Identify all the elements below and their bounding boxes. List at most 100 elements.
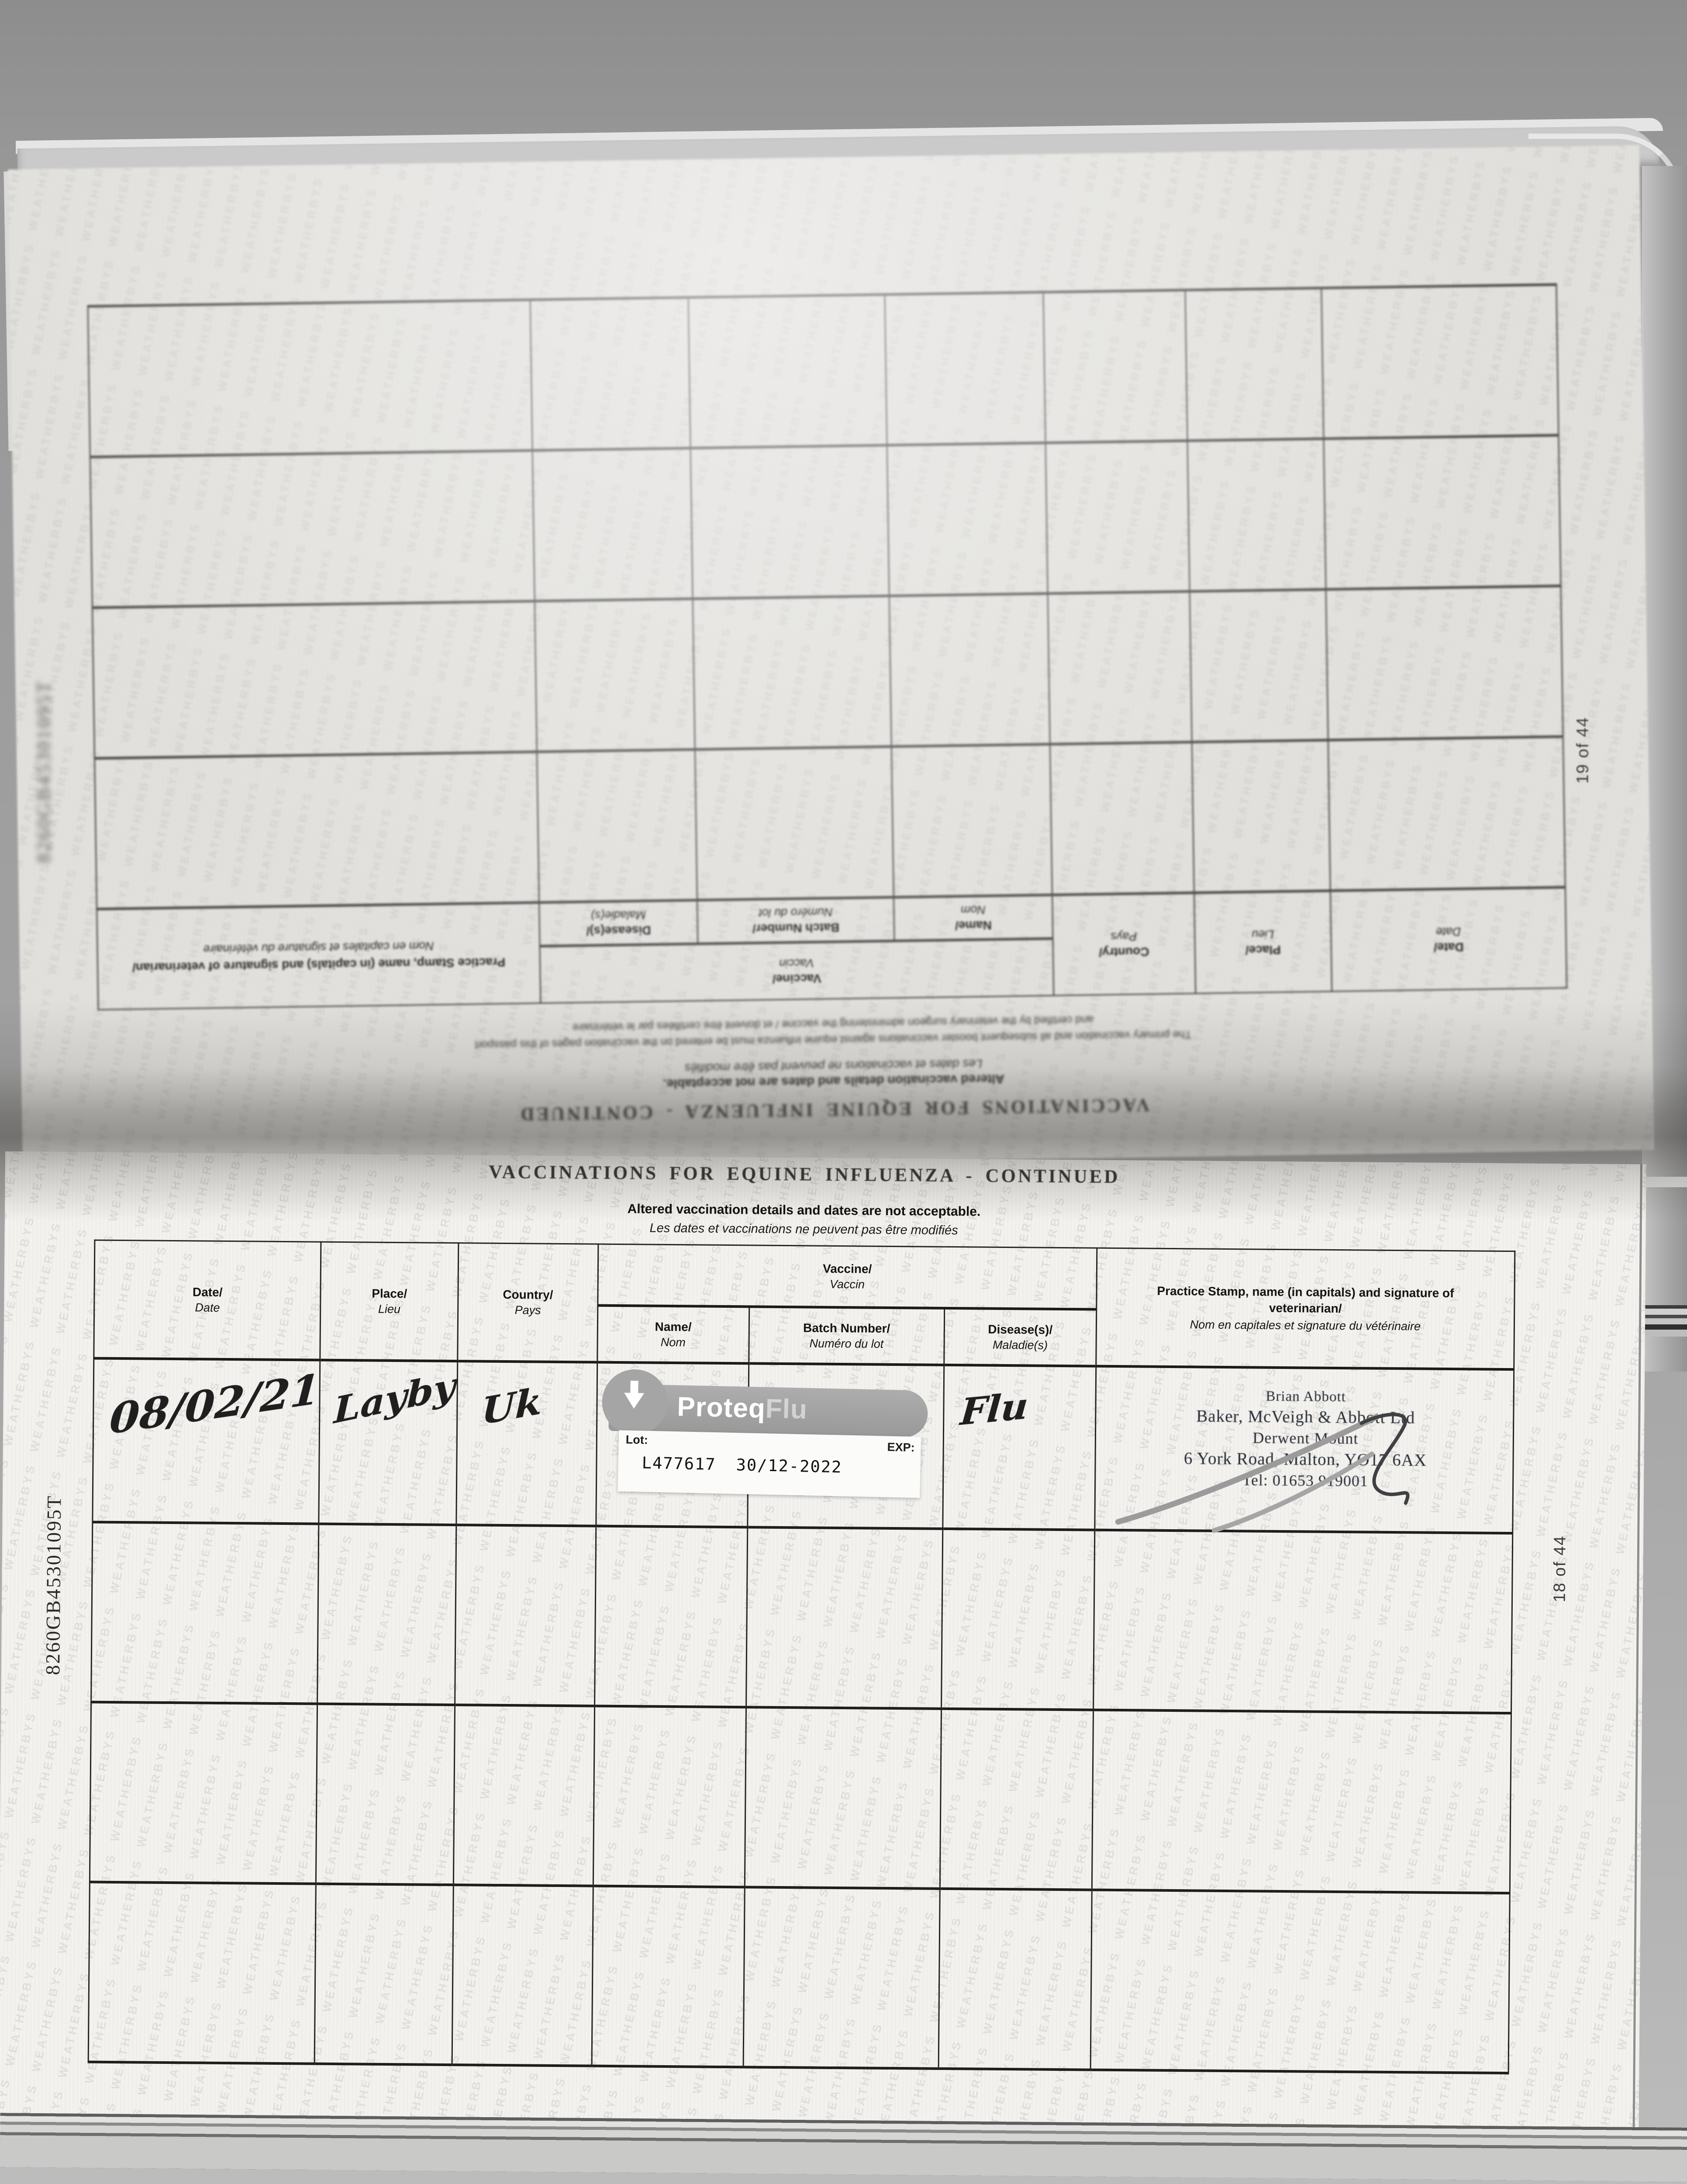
empty-cell [690, 445, 890, 599]
cover-right-band [1642, 166, 1687, 1372]
empty-cell [1323, 435, 1561, 590]
arrow-down-icon [624, 1393, 645, 1409]
page-19: WEATHERBYS WEATHERBYS WEATHERBYS WEATHER… [8, 145, 1654, 1174]
empty-cell [92, 601, 537, 759]
header-name: Name/ Nom [894, 895, 1053, 941]
header-batch: Batch Number/ Numéro du lot [697, 897, 894, 944]
empty-cell [938, 1888, 1092, 2070]
empty-cell [88, 1882, 316, 2064]
vaccination-table-page18: Date/ Date Place/ Lieu Country/ Pays Vac… [88, 1240, 1516, 2074]
brand-light: Flu [765, 1393, 808, 1425]
empty-cell [889, 594, 1050, 747]
lot-and-expiry-values: L477617 30/12-2022 [642, 1453, 842, 1476]
empty-cell [593, 1706, 746, 1887]
proteqflu-sticker: ProteqFlu Lot: EXP: L477617 30/12-2022 [601, 1368, 932, 1502]
empty-cell [90, 1702, 318, 1884]
header-practice-stamp: Practice Stamp, name (in capitals) and s… [97, 902, 541, 1010]
page-number: 19 of 44 [1573, 716, 1592, 784]
table-row [91, 1522, 1513, 1713]
empty-cell [1090, 1890, 1510, 2073]
empty-cell [591, 1886, 745, 2067]
empty-cell [532, 448, 693, 601]
empty-cell [693, 596, 892, 750]
passport-code-vertical: 8260GB45301095T [41, 1494, 66, 1676]
empty-cell [91, 1522, 319, 1704]
empty-cell [1185, 288, 1324, 441]
page-right-edge [1632, 1164, 1642, 2150]
brand-bold: Proteq [676, 1392, 766, 1424]
empty-cell [317, 1524, 456, 1705]
empty-cell [1045, 441, 1190, 594]
empty-cell [1326, 586, 1563, 740]
table-row [88, 1882, 1510, 2073]
empty-cell [884, 292, 1046, 446]
page-number: 18 of 44 [1550, 1535, 1570, 1603]
veterinarian-signature [1115, 1413, 1410, 1533]
empty-cell [744, 1707, 942, 1889]
empty-cell [88, 300, 533, 457]
lot-value: L477617 [642, 1453, 717, 1474]
table-row [92, 586, 1563, 759]
passport-code-vertical: 8260GB45301095T [33, 680, 55, 863]
header-vaccine: Vaccine/ Vaccin [540, 939, 1054, 1003]
empty-cell [941, 1528, 1095, 1710]
header-practice-stamp: Practice Stamp, name (in capitals) and s… [1096, 1248, 1515, 1369]
header-batch: Batch Number/ Numéro du lot [749, 1306, 945, 1365]
empty-cell [90, 450, 535, 608]
header-place: Place/ Lieu [320, 1242, 459, 1361]
table-row [94, 736, 1566, 909]
empty-cell [530, 297, 691, 451]
sticker-label: Lot: EXP: L477617 30/12-2022 [618, 1430, 921, 1498]
vaccination-table-wrapper: Date/ Date Place/ Lieu Country/ Pays Vac… [88, 1240, 1516, 2074]
empty-cell [537, 750, 697, 903]
empty-cell [314, 1883, 454, 2065]
page-title: VACCINATIONS FOR EQUINE INFLUENZA - CONT… [488, 1161, 1120, 1188]
header-country: Country/ Pays [1052, 893, 1196, 996]
header-vaccine: Vaccine/ Vaccin [597, 1244, 1097, 1310]
empty-cell [1093, 1530, 1513, 1713]
empty-cell [688, 294, 887, 449]
empty-cell [746, 1527, 943, 1709]
empty-cell [1190, 589, 1328, 743]
page-18: WEATHERBYS WEATHERBYS WEATHERBYS WEATHER… [0, 1151, 1646, 2150]
header-name: Name/ Nom [597, 1305, 749, 1363]
exp-label: EXP: [887, 1440, 915, 1455]
empty-cell [1043, 290, 1188, 443]
handwritten-disease: Flu [959, 1384, 1030, 1434]
empty-cell [887, 443, 1048, 596]
vaccination-table-page19: Date/ Date Place/ Lieu Country/ Pays Vac… [87, 283, 1568, 1010]
empty-cell [1192, 740, 1331, 893]
empty-cell [1092, 1710, 1511, 1893]
empty-cell [891, 744, 1052, 898]
header-row: Date/ Date Place/ Lieu Country/ Pays Vac… [93, 1240, 1515, 1369]
header-date: Date/ Date [93, 1240, 321, 1360]
empty-cell [453, 1704, 595, 1886]
header-disease: Disease(s)/ Maladie(s) [944, 1308, 1097, 1366]
table-row [90, 1702, 1511, 1893]
empty-cell [316, 1704, 455, 1885]
arrow-down-icon [630, 1380, 638, 1394]
table-row [90, 435, 1561, 608]
empty-cell [1048, 591, 1192, 745]
empty-cell [535, 599, 695, 752]
header-disease: Disease(s)/ Maladie(s) [539, 900, 698, 947]
empty-cell [452, 1884, 593, 2066]
empty-cell [94, 752, 539, 909]
header-country: Country/ Pays [457, 1243, 598, 1362]
header-date: Date/ Date [1330, 887, 1567, 992]
sticker-brand: ProteqFlu [677, 1391, 808, 1425]
cover-light-strip [1644, 1177, 1687, 1187]
empty-cell [940, 1708, 1094, 1890]
empty-cell [455, 1524, 596, 1706]
empty-cell [695, 746, 894, 901]
empty-cell [1328, 736, 1566, 891]
empty-cell [1050, 742, 1194, 895]
empty-cell [1321, 284, 1559, 439]
header-place: Place/ Lieu [1194, 891, 1332, 994]
empty-cell [594, 1526, 748, 1707]
expiry-value: 30/12-2022 [736, 1455, 842, 1477]
lot-label: Lot: [625, 1433, 649, 1447]
cover-spine-ridges [1644, 1305, 1687, 1337]
instruction-paragraph: The primary vaccination and all subseque… [86, 1004, 1580, 1059]
